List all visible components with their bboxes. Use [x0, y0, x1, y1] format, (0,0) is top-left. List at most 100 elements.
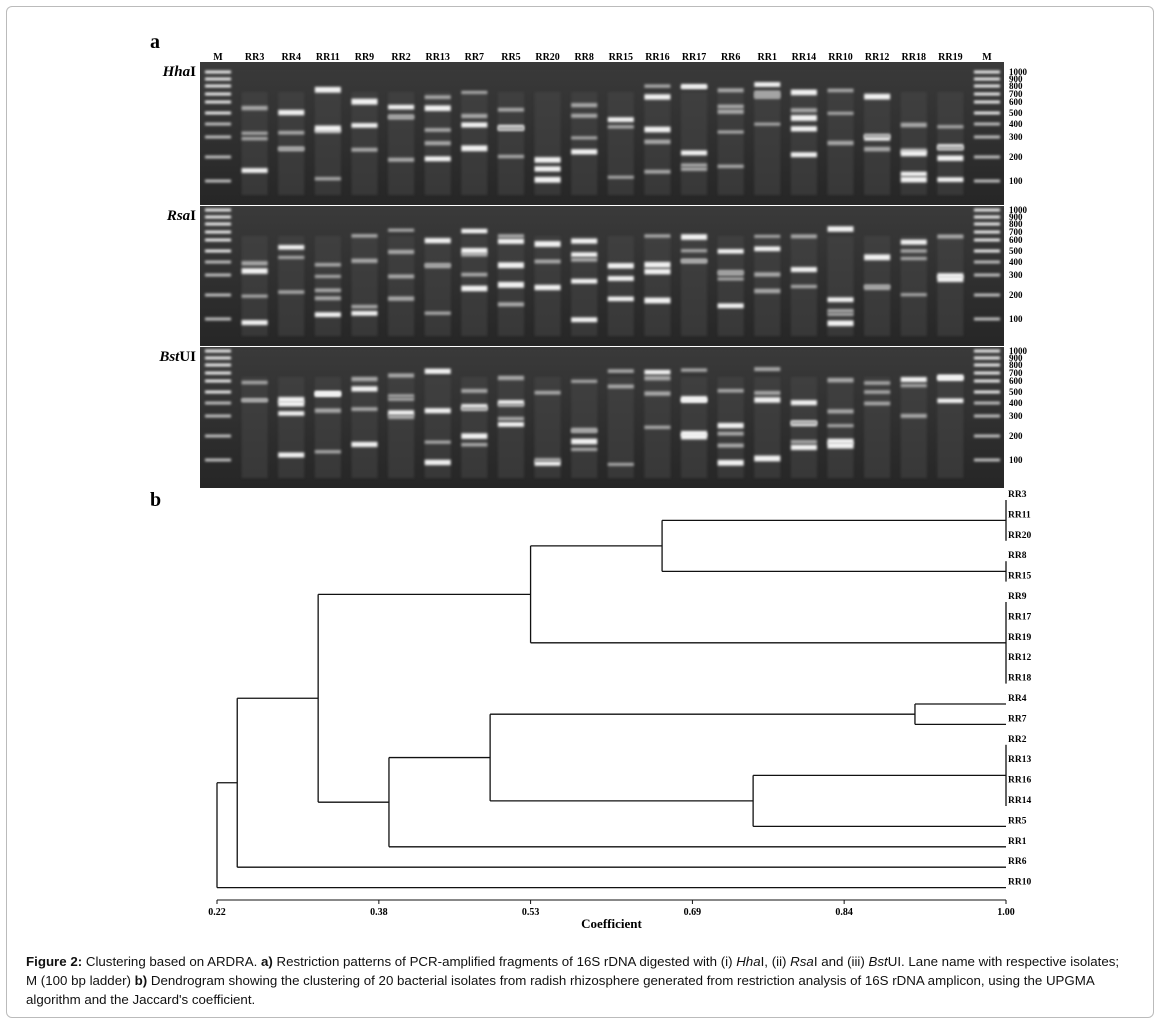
leaf-label: RR1 [1008, 837, 1027, 847]
gel-band [974, 179, 1000, 183]
gel-band [974, 84, 1000, 88]
lane-smear [790, 377, 817, 478]
caption-run: I, (ii) [760, 954, 791, 969]
ladder-label: 600 [1009, 376, 1023, 386]
gel-band [388, 116, 415, 120]
lane-label: RR7 [465, 52, 484, 63]
lane-label: RR1 [758, 52, 777, 63]
gel-band [937, 234, 964, 239]
gel-band [388, 373, 415, 378]
lane-smear [241, 236, 268, 336]
gel-band [827, 312, 854, 316]
caption-run: Clustering based on ARDRA. [82, 954, 262, 969]
gel-band [864, 401, 891, 406]
gel-band [571, 278, 598, 284]
gel-band [534, 157, 561, 163]
gel-band [388, 410, 415, 416]
gel-band [497, 403, 524, 407]
ladder-label: 800 [1009, 219, 1023, 229]
gel-band [278, 396, 305, 403]
lane-smear [937, 377, 964, 478]
gel-band [314, 86, 341, 93]
lane-label: RR15 [609, 52, 633, 63]
gel-band [864, 254, 891, 261]
gel-band [900, 171, 927, 177]
gel-band [644, 234, 671, 238]
ladder-label: 900 [1009, 74, 1023, 84]
gel-band [790, 126, 817, 132]
gel-band [314, 312, 341, 318]
ladder-label: 900 [1009, 212, 1023, 222]
gel-band [205, 349, 231, 353]
gel-band [717, 164, 744, 169]
enzyme-roman: I [190, 208, 196, 224]
gel-band [717, 431, 744, 436]
lane-smear [607, 236, 634, 336]
lane-smear [497, 377, 524, 478]
gel-band [278, 147, 305, 152]
gel-band [900, 413, 927, 418]
gel-band [461, 388, 488, 393]
ladder-label: 200 [1009, 290, 1023, 300]
gel-band [241, 398, 268, 402]
gel-band [571, 447, 598, 452]
ladder-label: 800 [1009, 81, 1023, 91]
lane-smear [717, 92, 744, 195]
gel-band [388, 157, 415, 162]
lane-smear [937, 236, 964, 336]
figure-frame [6, 6, 1154, 1018]
lane-smear [278, 92, 305, 195]
gel-band [717, 303, 744, 309]
leaf-label: RR9 [1008, 592, 1027, 602]
ladder-label: 600 [1009, 235, 1023, 245]
leaf-label: RR4 [1008, 694, 1027, 704]
gel-band [790, 234, 817, 239]
lane-smear [607, 92, 634, 195]
gel-band [314, 450, 341, 454]
gel-band [974, 356, 1000, 360]
lane-label: RR6 [721, 52, 740, 63]
x-tick-label: 0.84 [835, 907, 853, 918]
gel-band [497, 107, 524, 112]
gel-band [351, 234, 378, 238]
gel-band [974, 208, 1000, 212]
gel-band [205, 92, 231, 96]
gel-band [974, 349, 1000, 353]
gel-band [497, 238, 524, 244]
lane-smear [827, 236, 854, 336]
gel-band [241, 136, 268, 141]
gel-band [644, 297, 671, 304]
ladder-label: 500 [1009, 387, 1023, 397]
gel-band [681, 368, 708, 372]
gel-band [351, 310, 378, 316]
gel-band [717, 443, 744, 448]
lane-label: RR17 [682, 52, 706, 63]
gel-band [314, 177, 341, 181]
ladder-label: 500 [1009, 246, 1023, 256]
gel-band [351, 123, 378, 128]
gel-band [424, 311, 451, 315]
gel-band [974, 458, 1000, 462]
gel-band [278, 109, 305, 116]
caption-run: Figure 2: [26, 954, 83, 969]
gel-band [900, 249, 927, 253]
gel-band [937, 125, 964, 129]
gel-band [424, 156, 451, 162]
gel-band [607, 125, 634, 129]
lane-label: RR13 [425, 52, 449, 63]
gel-band [314, 274, 341, 278]
gel-band [314, 408, 341, 413]
gel-band [827, 226, 854, 232]
gel-band [205, 135, 231, 139]
gel-band [681, 150, 708, 156]
leaf-label: RR13 [1008, 755, 1031, 765]
gel-band [864, 381, 891, 385]
x-tick-label: 1.00 [997, 907, 1015, 918]
ladder-label: 400 [1009, 398, 1023, 408]
gel-band [314, 129, 341, 134]
gel-band [607, 117, 634, 123]
gel-band [534, 259, 561, 264]
enzyme-roman: UI [179, 349, 196, 365]
gel-band [205, 363, 231, 367]
dendrogram-branch [236, 697, 1006, 868]
